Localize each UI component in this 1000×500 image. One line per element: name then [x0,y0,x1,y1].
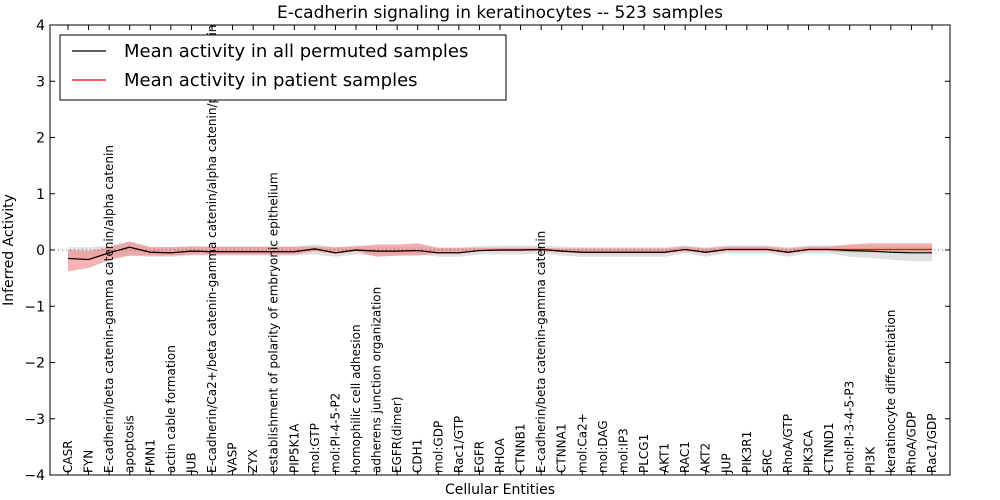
x-tick-label: Rac1/GDP [925,414,939,473]
y-tick-label: 3 [36,74,45,90]
x-tick-label: PI3K [863,446,877,473]
legend: Mean activity in all permuted samples Mea… [59,34,507,101]
x-tick-label: mol:PI-3-4-5-P3 [843,381,857,473]
x-tick-label: mol:DAG [596,420,610,473]
x-tick-label: adherens junction organization [370,287,384,473]
x-tick-label: FMN1 [143,439,157,473]
x-tick-label: EGFR(dimer) [390,397,404,473]
y-tick-label: −1 [24,299,45,315]
x-tick-label: homophilic cell adhesion [349,324,363,473]
x-tick-label: SRC [760,449,774,473]
x-tick-label: CTNNB1 [514,423,528,473]
x-tick-label: CASR [61,440,75,473]
y-tick-label: 4 [36,18,45,34]
x-tick-label: Rac1/GTP [452,416,466,473]
x-tick-label: PIK3CA [802,429,816,473]
x-tick-label: VASP [226,442,240,473]
permuted-band [68,241,932,262]
x-tick-label: JUB [184,452,198,474]
x-tick-label: mol:Ca2+ [575,413,589,473]
x-tick-label: JUP [719,453,733,474]
x-axis-label: Cellular Entities [445,482,555,498]
series-line-permuted [67,246,932,261]
y-tick-label: 1 [36,187,45,203]
y-tick-label: −2 [24,356,45,372]
x-tick-label: RHOA [493,437,507,473]
x-tick-label: apoptosis [123,415,137,473]
y-tick-label: 2 [36,131,45,147]
x-tick-label: RhoA/GTP [781,414,795,473]
y-axis-label: Inferred Activity [1,194,17,306]
x-tick-label: actin cable formation [164,345,178,473]
legend-box [59,34,507,101]
x-tick-label: EGFR [472,441,486,473]
x-tick-label: CTNNA1 [555,423,569,473]
x-tick-label: RAC1 [678,441,692,473]
y-tick-label: −3 [24,412,45,428]
plot-area: 4 3 2 1 0 −1 −2 −3 −4 CASR FYN E-cadherin/beta cate… [24,18,951,484]
patient-band [68,241,932,272]
x-tick-label: PIK3R1 [740,431,754,473]
x-tick-label: mol:GTP [308,423,322,473]
x-tick-label: RhoA/GDP [904,412,918,473]
x-tick-label: keratinocyte differentiation [884,310,898,473]
x-tick-label: FYN [82,450,96,473]
x-tick-label: E-cadherin/beta catenin-gamma catenin [534,231,548,473]
x-tick-label: CDH1 [411,439,425,473]
x-tick-label: mol:GDP [431,421,445,473]
x-tick-label: establishment of polarity of embryonic e… [267,172,281,473]
x-tick-label: AKT1 [658,443,672,473]
x-tick-label: E-cadherin/beta catenin-gamma catenin/al… [102,145,116,473]
x-tick-label: mol:PI-4-5-P2 [328,393,342,473]
x-tick-label: E-cadherin/Ca2+/beta catenin-gamma caten… [205,25,219,473]
x-tick-label: PIP5K1A [287,423,301,473]
x-tick-label: ZYX [246,449,260,473]
x-tick-label: mol:IP3 [616,428,630,473]
y-tick-label: 0 [36,243,45,259]
legend-label: Mean activity in patient samples [124,70,418,91]
x-tick-label: AKT2 [699,443,713,473]
x-tick-label: CTNND1 [822,422,836,473]
chart-title: E-cadherin signaling in keratinocytes --… [277,3,723,23]
legend-label: Mean activity in all permuted samples [124,41,468,62]
x-tick-label: PLCG1 [637,434,651,473]
y-tick-label: −4 [24,468,45,484]
